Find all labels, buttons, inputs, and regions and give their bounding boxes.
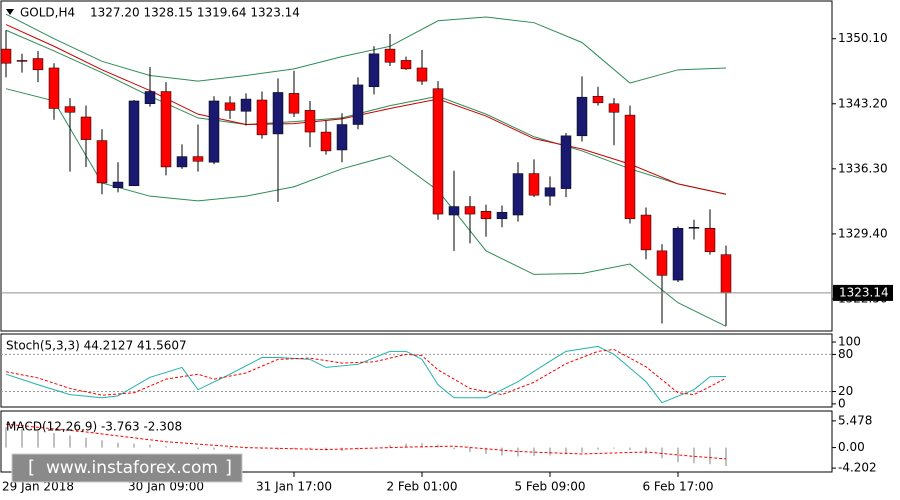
y-tick-label: 80 — [838, 347, 853, 361]
x-tick-label: 31 Jan 17:00 — [256, 480, 332, 494]
candle-body — [704, 227, 716, 253]
y-tick-label: 0 — [838, 396, 846, 410]
candle-body — [288, 93, 300, 114]
candle-body — [432, 88, 444, 215]
chart-title: GOLD,H4 — [20, 6, 75, 20]
candle-body — [448, 206, 460, 216]
candle-body — [592, 95, 604, 104]
menu-triangle — [6, 9, 14, 15]
candle-body — [400, 60, 412, 70]
candle-body — [208, 100, 220, 163]
main-panel — [0, 0, 833, 332]
candle-body — [512, 173, 524, 216]
watermark-bracket: ] — [225, 457, 232, 478]
candle-body — [416, 67, 428, 82]
y-tick-label: 1343.20 — [838, 96, 888, 110]
macd-title: MACD(12,26,9) -3.763 -2.308 — [6, 420, 182, 434]
candle-body — [96, 140, 108, 184]
x-tick-label: 5 Feb 09:00 — [514, 480, 585, 494]
candle-body — [672, 227, 684, 281]
candle-body — [224, 102, 236, 111]
candle-body — [624, 114, 636, 220]
candle-body — [160, 91, 172, 168]
indicator-line — [5, 24, 727, 195]
candle-body — [576, 96, 588, 137]
candle-body — [336, 124, 348, 151]
y-tick-label: 5.478 — [838, 413, 872, 427]
x-tick-label: 2 Feb 01:00 — [386, 480, 457, 494]
candle-body — [256, 99, 268, 136]
candle-body — [32, 58, 44, 71]
candle-body — [320, 131, 332, 152]
x-tick-label: 29 Jan 2018 — [2, 480, 74, 494]
candle-body — [560, 135, 572, 189]
candle-body — [128, 100, 140, 187]
y-tick-label: 0.00 — [838, 440, 865, 454]
candle-body — [384, 48, 396, 63]
indicator-line — [5, 13, 727, 84]
candle-body — [80, 116, 92, 140]
y-tick-label: 100 — [838, 335, 861, 349]
plot-layer: 1350.101343.201336.301329.401322.501323.… — [0, 13, 893, 494]
candle-body — [192, 156, 204, 162]
indicator-line — [5, 345, 727, 404]
watermark: www.instaforex.com — [46, 458, 218, 478]
candle-body — [368, 53, 380, 88]
candle-body — [544, 187, 556, 197]
y-tick-label: 1336.30 — [838, 161, 888, 175]
candle-body — [48, 67, 60, 109]
candle-body — [480, 211, 492, 220]
watermark-bracket: [ — [28, 457, 35, 478]
candle-body — [0, 48, 12, 64]
stoch-panel — [0, 333, 833, 408]
candle-body — [272, 92, 284, 135]
y-tick-label: 1329.40 — [838, 226, 888, 240]
candle-body — [352, 84, 364, 125]
candle-body — [16, 60, 28, 62]
x-tick-label: 6 Feb 17:00 — [642, 480, 713, 494]
candle-body — [144, 91, 156, 105]
watermark-box — [11, 453, 243, 483]
candle-body — [112, 181, 124, 188]
y-tick-label: 1350.10 — [838, 31, 888, 45]
candle-body — [64, 106, 76, 113]
candle-body — [496, 211, 508, 220]
last-price-label: 1323.14 — [839, 285, 889, 299]
y-tick-label: 20 — [838, 384, 853, 398]
candle-body — [720, 254, 732, 294]
candle-body — [688, 227, 700, 229]
indicator-line — [5, 348, 727, 396]
candle-body — [176, 156, 188, 168]
y-tick-label: -4.202 — [838, 461, 877, 475]
candle-body — [464, 206, 476, 215]
candle-body — [528, 173, 540, 196]
indicator-line — [5, 29, 727, 195]
candle-body — [656, 250, 668, 276]
candle-body — [304, 110, 316, 133]
candle-body — [608, 103, 620, 113]
candle-body — [640, 214, 652, 251]
x-tick-label: 30 Jan 09:00 — [128, 480, 204, 494]
ohlc-text: 1327.20 1328.15 1319.64 1323.14 — [90, 6, 300, 20]
stoch-title: Stoch(5,3,3) 44.2127 41.5607 — [6, 339, 187, 353]
candle-body — [240, 98, 252, 112]
indicator-line — [5, 88, 727, 327]
last-price-box — [833, 284, 893, 301]
indicator-line — [5, 423, 727, 460]
